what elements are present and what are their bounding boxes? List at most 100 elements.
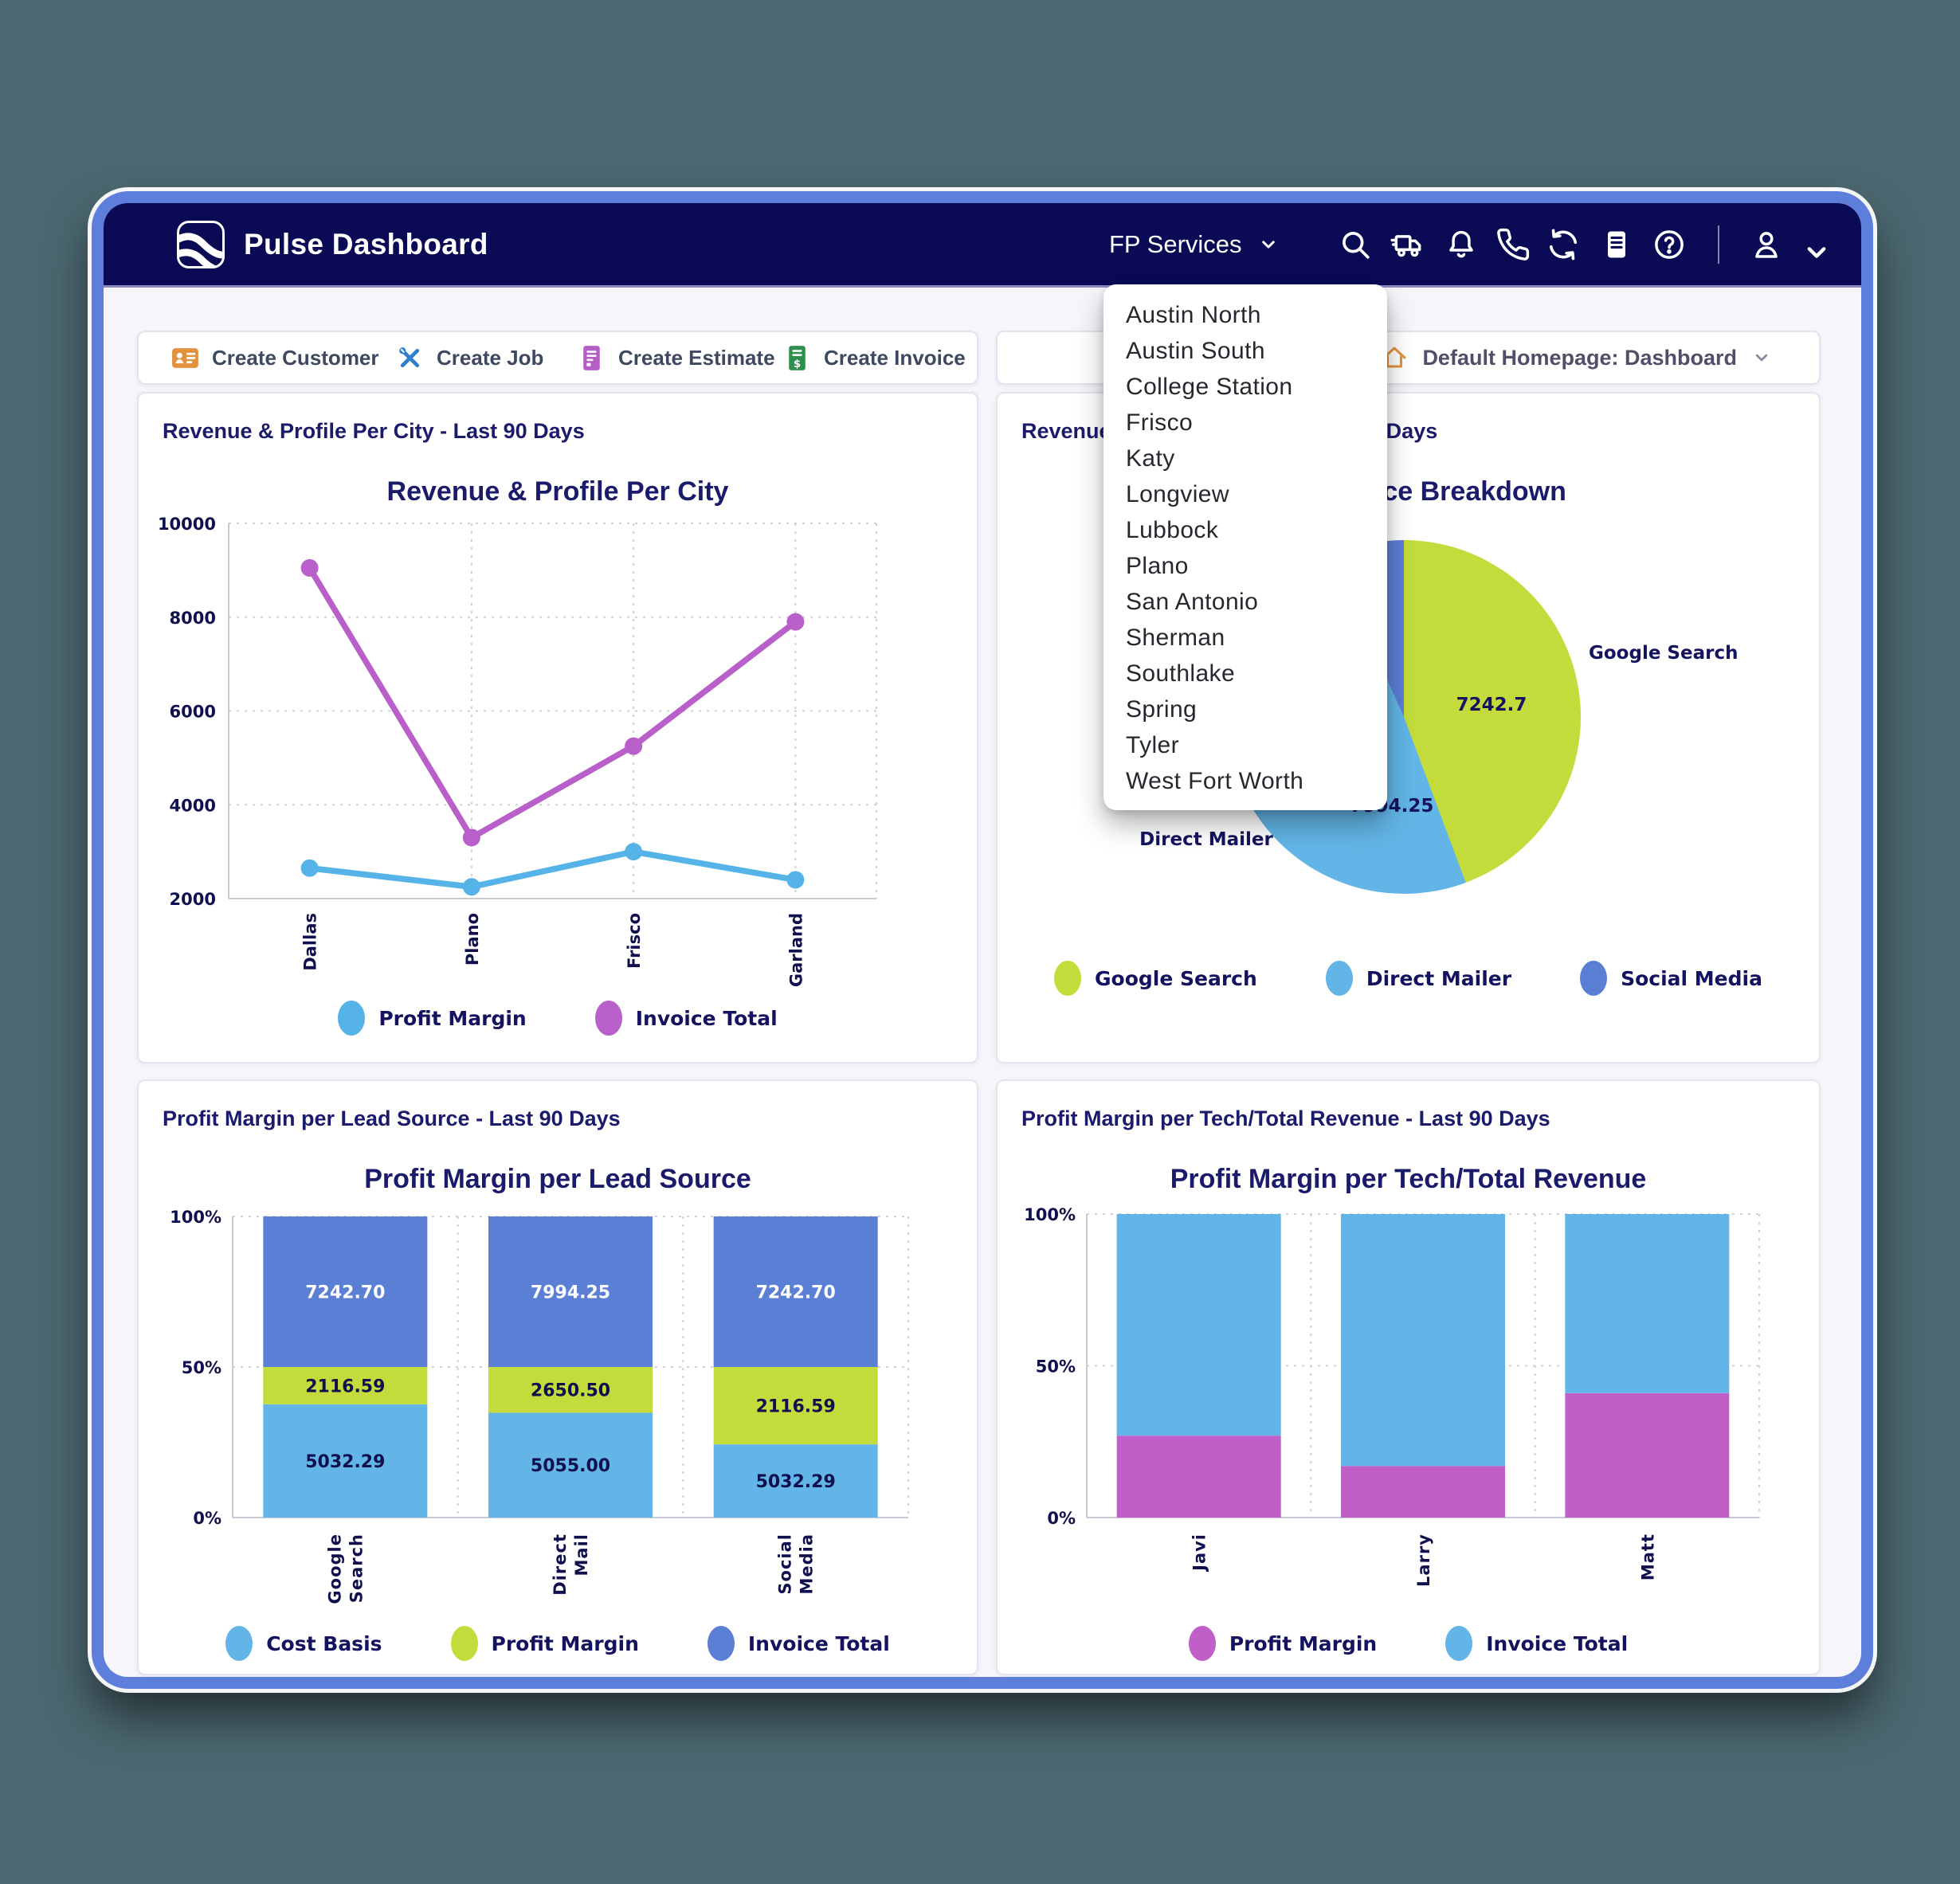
tick-label: 4000 [170,796,216,815]
default-homepage-selector[interactable]: Default Homepage: Dashboard [1380,332,1773,383]
legend-item[interactable]: Invoice Total [594,1001,778,1036]
user-menu-chevron-icon[interactable] [1799,235,1826,259]
create-estimate-button[interactable]: Create Estimate [577,332,775,383]
help-icon[interactable] [1652,227,1687,262]
legend-item[interactable]: Profit Margin [450,1626,639,1661]
org-dropdown-item[interactable]: West Fort Worth [1126,768,1304,794]
data-point[interactable] [300,558,319,577]
create-job-button[interactable]: Create Job [395,332,543,383]
org-dropdown-item[interactable]: Katy [1126,445,1175,472]
x-tick-label: Social Media [776,1533,817,1595]
legend-marker [1445,1626,1473,1661]
bar-segment[interactable] [1565,1392,1730,1518]
create-customer-button[interactable]: Create Customer [171,332,379,383]
legend-item[interactable]: Profit Margin [1188,1626,1377,1661]
create-invoice-button[interactable]: $ Create Invoice [782,332,966,383]
org-dropdown-item[interactable]: Austin South [1126,338,1265,364]
bar-segment[interactable] [1565,1214,1730,1393]
page-title: Pulse Dashboard [244,227,488,260]
legend-marker [707,1626,735,1661]
org-dropdown-item[interactable]: Lubbock [1126,517,1219,543]
svg-text:Garland: Garland [786,913,806,987]
quick-create-toolbar: Create Customer Create Job [137,331,978,385]
invoice-document-icon: $ [789,345,806,370]
stacked-bar-canvas: 0% 50% 100% Javi Larry Matt [1024,1205,1760,1587]
org-dropdown-item[interactable]: College Station [1126,374,1293,400]
org-dropdown-item[interactable]: Sherman [1126,625,1225,651]
x-tick-label: Larry [1414,1533,1433,1587]
tick-label: 10000 [158,515,216,534]
org-selector[interactable]: FP Services [1109,203,1280,285]
bar-segment[interactable] [263,1367,428,1404]
logo-swoosh-icon [179,233,222,266]
tools-icon [399,347,420,367]
pie-slice-value: 7242.7 [1456,695,1527,715]
svg-text:$: $ [794,358,801,370]
svg-text:Dallas: Dallas [301,913,320,971]
bar-segment[interactable] [263,1216,428,1367]
chart-legend: Profit Margin Invoice Total [998,1626,1819,1661]
dispatch-truck-icon[interactable] [1390,227,1425,262]
legend-marker [450,1626,478,1661]
pie-slice-label: Google Search [1589,643,1739,664]
bar-segment[interactable] [713,1444,878,1518]
org-dropdown-item[interactable]: Plano [1126,553,1189,579]
tick-label: 100% [1024,1205,1076,1224]
org-dropdown-item[interactable]: Longview [1126,481,1229,507]
svg-text:Plano: Plano [463,913,482,966]
bar-value-label: 7242.70 [756,1283,836,1303]
bar-segment[interactable] [713,1216,878,1367]
org-dropdown-item[interactable]: San Antonio [1126,589,1259,615]
phone-icon[interactable] [1495,227,1531,262]
legend-item[interactable]: Direct Mailer [1325,961,1512,996]
org-dropdown-item[interactable]: Spring [1126,696,1198,723]
notifications-bell-icon[interactable] [1444,227,1479,262]
search-icon[interactable] [1338,227,1373,262]
create-customer-label: Create Customer [212,345,379,370]
stacked-bar-canvas: 0% 50% 100% 5032.29 2116.59 7242.70 Google Sear… [170,1208,909,1604]
x-tick-label: Frisco [625,913,644,969]
svg-text:Social: Social [776,1533,795,1595]
legend-item[interactable]: Social Media [1580,961,1762,996]
data-point[interactable] [625,843,643,861]
chart-title: Profit Margin per Lead Source [364,1164,751,1194]
org-selector-label: FP Services [1109,229,1242,258]
x-tick-label: Plano [463,913,482,966]
refresh-icon[interactable] [1546,227,1581,262]
bar-segment[interactable] [1341,1214,1505,1467]
legend-item[interactable]: Invoice Total [1445,1626,1628,1661]
bar-segment[interactable] [488,1216,653,1367]
data-point[interactable] [625,737,643,755]
org-dropdown-item[interactable]: Frisco [1126,409,1194,436]
app-logo[interactable] [177,221,225,268]
data-point[interactable] [786,613,805,631]
data-point[interactable] [462,828,480,847]
legend-item[interactable]: Google Search [1054,961,1257,996]
legend-label: Profit Margin [378,1006,527,1030]
org-dropdown-item[interactable]: Southlake [1126,660,1236,687]
user-account-icon[interactable] [1749,227,1784,262]
profit-margin-tech-card: Profit Margin per Tech/Total Revenue - L… [996,1079,1821,1675]
data-point[interactable] [786,871,805,889]
customer-card-icon [172,347,198,368]
bar-segment[interactable] [1116,1214,1281,1436]
bar-segment[interactable] [488,1367,653,1413]
bar-segment[interactable] [1341,1466,1505,1518]
org-dropdown: Austin North Austin South College Station F… [1103,284,1387,810]
legend-item[interactable]: Invoice Total [707,1626,890,1661]
bar-segment[interactable] [1116,1436,1281,1518]
legend-label: Direct Mailer [1366,966,1512,990]
data-point[interactable] [462,878,480,896]
bar-segment[interactable] [263,1404,428,1518]
legend-item[interactable]: Cost Basis [225,1626,382,1661]
bar-segment[interactable] [713,1367,878,1445]
legend-item[interactable]: Profit Margin [338,1001,527,1036]
legend-marker [1188,1626,1216,1661]
org-dropdown-item[interactable]: Austin North [1126,302,1261,328]
report-document-icon[interactable] [1599,227,1634,262]
data-point[interactable] [300,859,319,877]
bar-segment[interactable] [488,1412,653,1518]
legend-label: Invoice Total [747,1631,890,1655]
svg-text:Javi: Javi [1190,1533,1209,1573]
org-dropdown-item[interactable]: Tyler [1126,732,1180,758]
